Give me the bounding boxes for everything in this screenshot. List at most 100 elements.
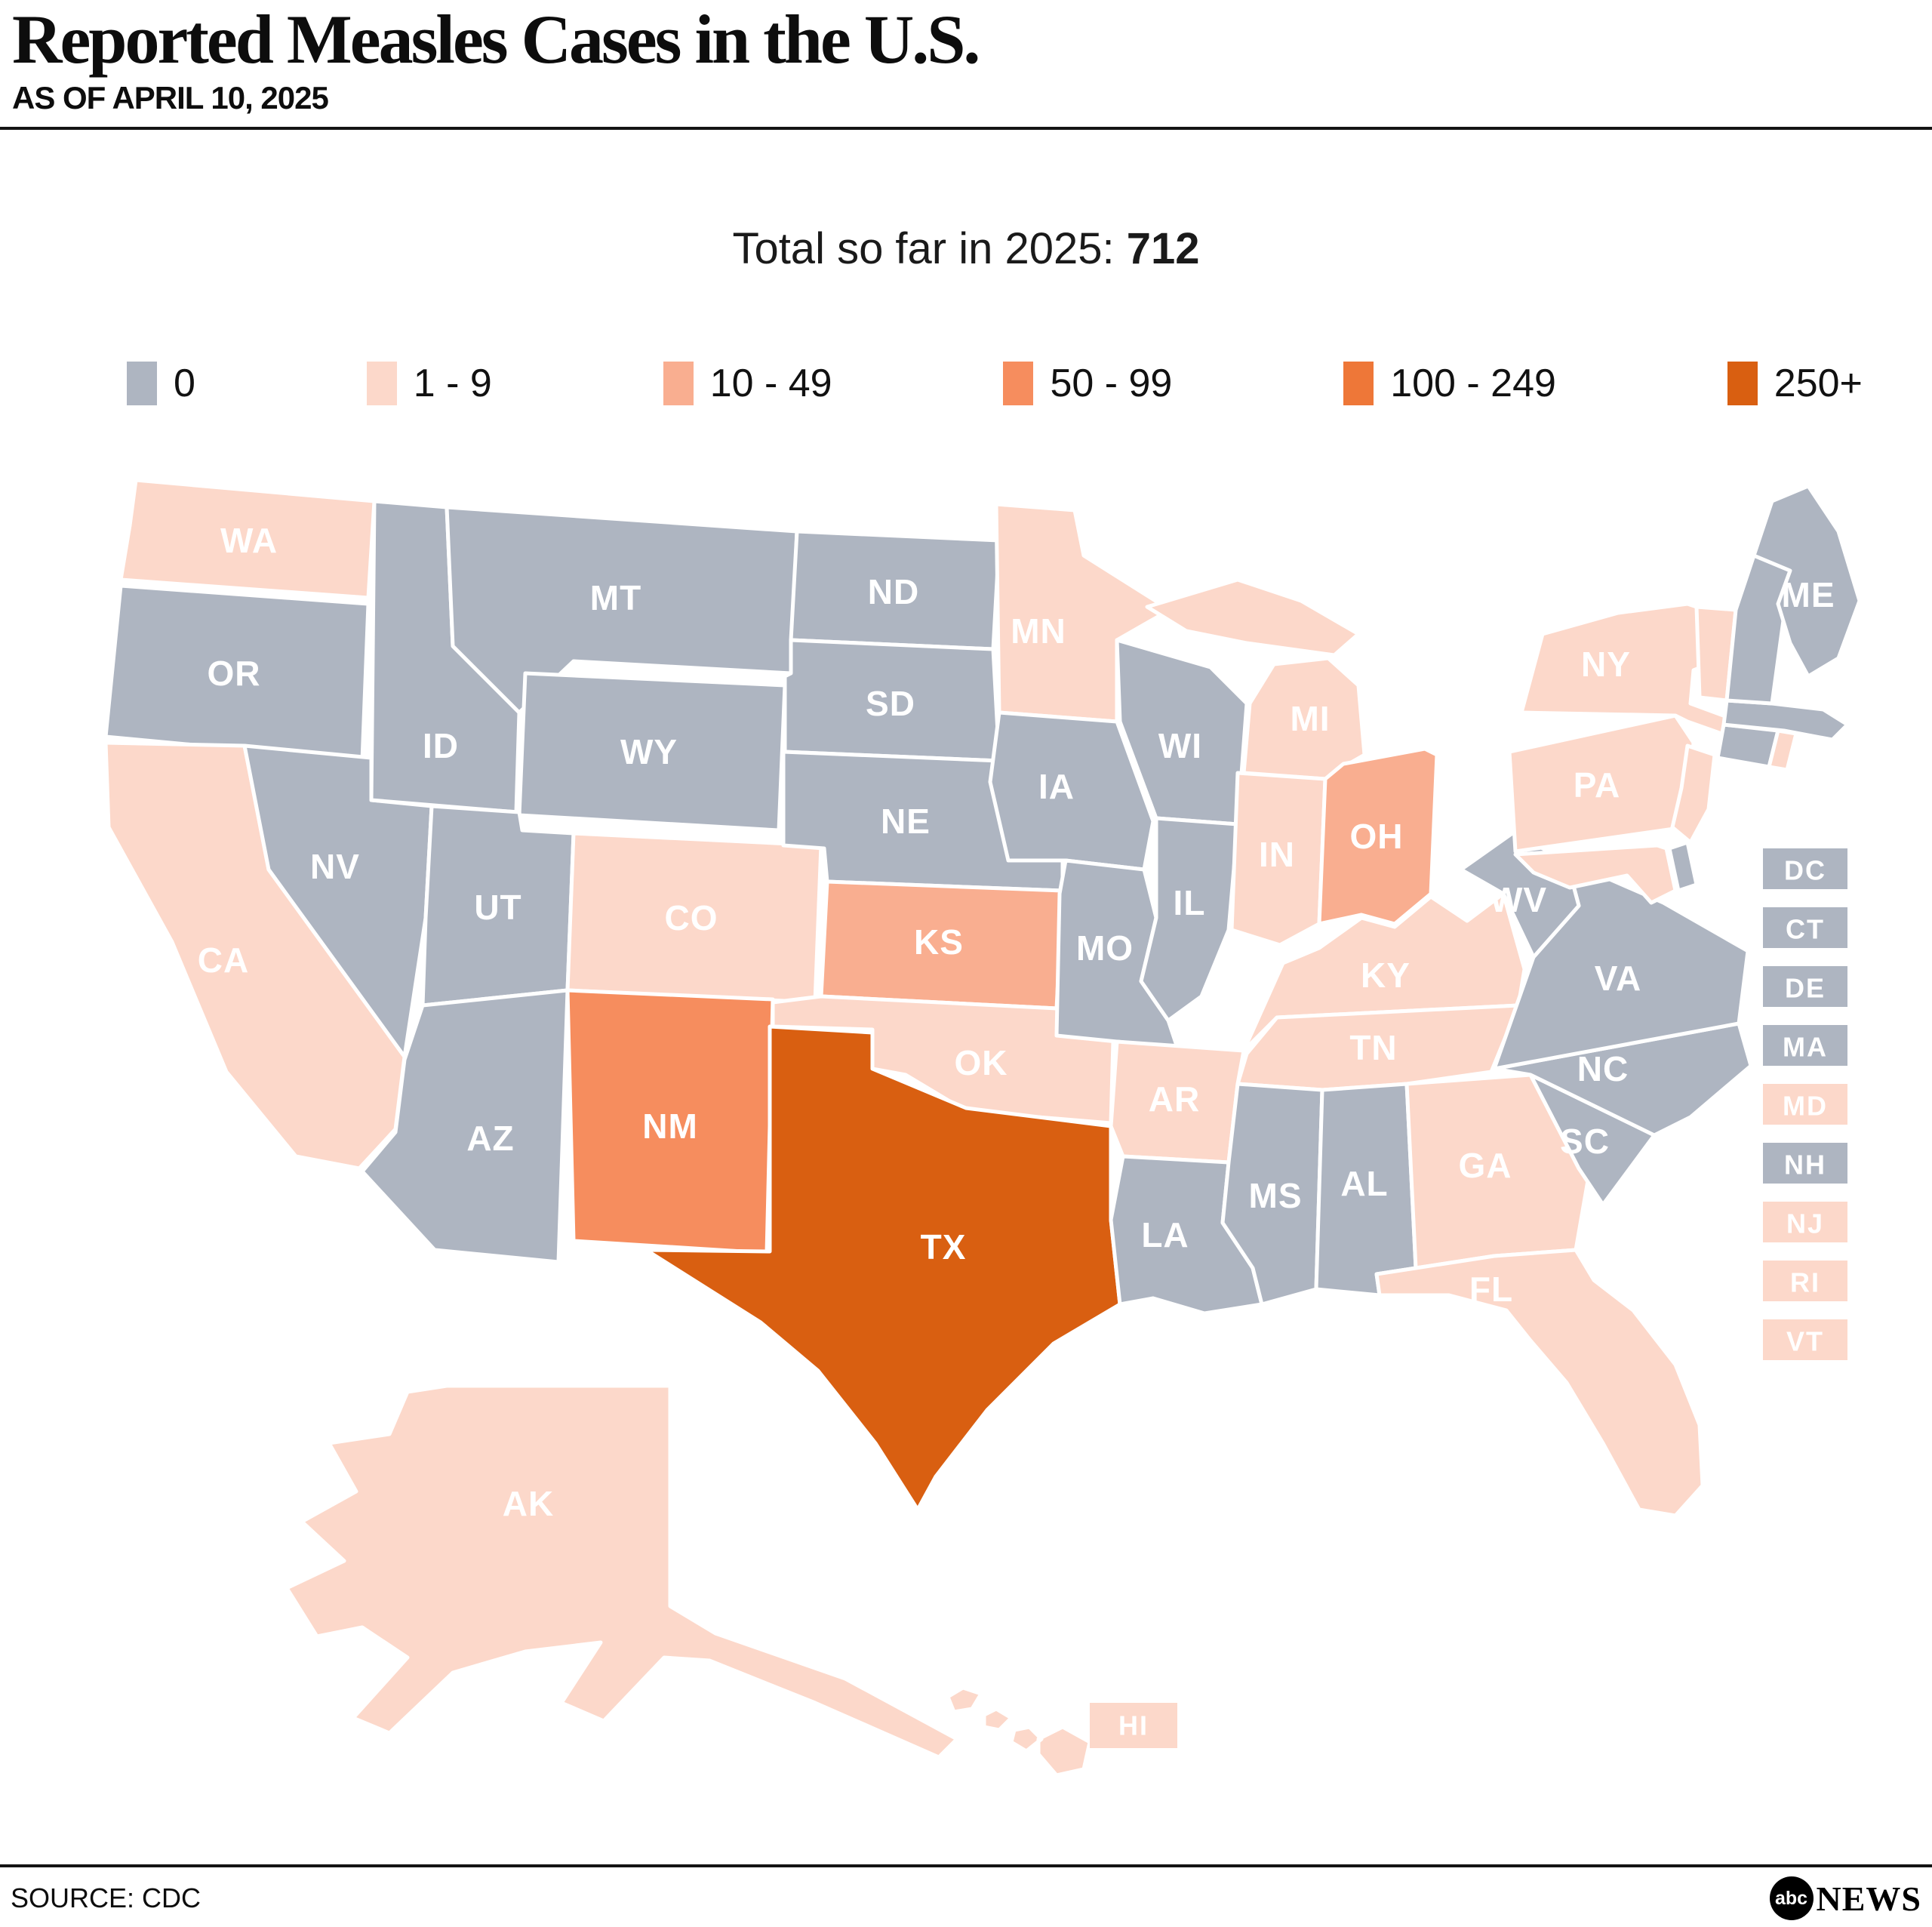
legend-swatch xyxy=(127,362,157,405)
footer: SOURCE: CDC abc NEWS xyxy=(0,1864,1932,1920)
small-state-tile-RI xyxy=(1763,1261,1847,1301)
state-label-NY: NY xyxy=(1581,645,1631,684)
state-label-NC: NC xyxy=(1577,1049,1629,1088)
state-label-WA: WA xyxy=(220,521,278,560)
state-shape-NH xyxy=(1724,553,1792,706)
legend-item-0: 0 xyxy=(127,361,195,406)
state-label-ME: ME xyxy=(1782,575,1835,614)
small-state-tile-MD xyxy=(1763,1084,1847,1125)
state-shape-TX xyxy=(644,1024,1122,1512)
state-label-SC: SC xyxy=(1560,1122,1610,1161)
page-title: Reported Measles Cases in the U.S. xyxy=(12,1,980,78)
header: Reported Measles Cases in the U.S. AS OF… xyxy=(0,0,1932,130)
legend-label: 50 - 99 xyxy=(1050,362,1173,405)
state-label-ID: ID xyxy=(423,726,459,765)
legend-item-10-49: 10 - 49 xyxy=(663,361,832,406)
state-label-FL: FL xyxy=(1469,1270,1513,1309)
state-shape-WY xyxy=(517,671,787,833)
legend-label: 0 xyxy=(174,362,195,405)
small-state-tile-label-CT: CT xyxy=(1786,914,1825,945)
small-state-tile-DE xyxy=(1763,966,1847,1007)
legend-swatch xyxy=(663,362,694,405)
state-label-OR: OR xyxy=(208,654,261,693)
small-state-tile-MA xyxy=(1763,1025,1847,1066)
legend-item-50-99: 50 - 99 xyxy=(1003,361,1172,406)
news-wordmark: NEWS xyxy=(1816,1879,1921,1918)
state-label-KY: KY xyxy=(1361,956,1411,995)
small-state-tile-label-MD: MD xyxy=(1783,1091,1828,1122)
state-label-AZ: AZ xyxy=(466,1119,514,1158)
state-label-NE: NE xyxy=(881,802,931,841)
state-tile-label-HI: HI xyxy=(1118,1710,1149,1741)
state-label-IA: IA xyxy=(1038,767,1075,806)
small-state-tile-VT xyxy=(1763,1319,1847,1360)
legend-label: 10 - 49 xyxy=(709,362,832,405)
small-state-tile-label-DE: DE xyxy=(1785,973,1826,1004)
state-label-IN: IN xyxy=(1259,835,1295,874)
state-shape-IN xyxy=(1229,771,1327,947)
state-label-CA: CA xyxy=(198,940,249,980)
legend-item-1-9: 1 - 9 xyxy=(366,361,492,406)
state-label-GA: GA xyxy=(1459,1146,1512,1185)
legend: 0 1 - 9 10 - 49 50 - 99 100 - 249 250+ xyxy=(127,361,1863,406)
small-state-tile-CT xyxy=(1763,907,1847,948)
state-shape-AK xyxy=(285,1384,959,1759)
state-label-SD: SD xyxy=(866,684,915,723)
state-label-TN: TN xyxy=(1349,1028,1397,1067)
state-label-AL: AL xyxy=(1340,1164,1388,1203)
abc-news-logo: abc NEWS xyxy=(1769,1876,1921,1920)
legend-label: 100 - 249 xyxy=(1390,362,1556,405)
state-label-KS: KS xyxy=(914,922,964,962)
small-state-tile-label-NJ: NJ xyxy=(1786,1208,1824,1239)
state-label-NM: NM xyxy=(642,1107,698,1146)
state-label-WY: WY xyxy=(620,732,678,771)
legend-label: 1 - 9 xyxy=(413,362,492,405)
state-label-ND: ND xyxy=(868,572,919,611)
state-label-MN: MN xyxy=(1011,611,1066,651)
source-credit: SOURCE: CDC xyxy=(11,1882,202,1913)
state-shape-MD xyxy=(1513,843,1678,905)
small-state-tile-DC xyxy=(1763,848,1847,889)
state-shape-MA xyxy=(1721,698,1850,742)
state-tile-HI xyxy=(1090,1703,1177,1748)
us-map-svg: WA OR CA NV ID MT WY UT CO AZ NM ND SD NE KS OK TX MN IA MO… xyxy=(103,478,1862,1778)
state-label-IL: IL xyxy=(1174,883,1206,922)
small-state-tile-label-DC: DC xyxy=(1784,855,1826,886)
legend-item-250+: 250+ xyxy=(1727,361,1863,406)
small-state-tile-NJ xyxy=(1763,1202,1847,1242)
state-label-WV: WV xyxy=(1490,880,1547,919)
legend-swatch xyxy=(1003,362,1034,405)
state-shape-OH xyxy=(1317,746,1439,926)
state-label-MS: MS xyxy=(1249,1176,1303,1215)
small-state-tile-NH xyxy=(1763,1143,1847,1184)
state-label-MI: MI xyxy=(1290,699,1330,738)
state-label-TX: TX xyxy=(921,1227,967,1267)
total-value: 712 xyxy=(1126,224,1200,273)
small-state-tile-label-RI: RI xyxy=(1790,1267,1820,1298)
state-label-VA: VA xyxy=(1595,959,1642,998)
page-subtitle: AS OF APRIL 10, 2025 xyxy=(12,80,329,115)
state-shape-DE xyxy=(1667,840,1699,893)
state-label-PA: PA xyxy=(1574,765,1621,805)
legend-swatch xyxy=(1343,362,1374,405)
state-label-WI: WI xyxy=(1158,726,1202,765)
state-label-OK: OK xyxy=(955,1043,1008,1082)
abc-circle-icon: abc xyxy=(1769,1876,1814,1920)
legend-item-100-249: 100 - 249 xyxy=(1343,361,1556,406)
small-state-tile-label-NH: NH xyxy=(1784,1150,1826,1181)
state-shape-HI xyxy=(946,1685,1092,1778)
us-choropleth-map: WA OR CA NV ID MT WY UT CO AZ NM ND SD NE KS OK TX MN IA MO… xyxy=(0,462,1932,1821)
state-shape-AZ xyxy=(360,988,570,1264)
legend-swatch xyxy=(1727,362,1758,405)
state-label-CO: CO xyxy=(665,898,718,937)
state-label-MO: MO xyxy=(1076,928,1134,968)
state-shape-WA xyxy=(118,478,377,600)
state-label-UT: UT xyxy=(474,888,521,927)
state-shape-NY xyxy=(1519,602,1750,742)
small-state-tile-label-VT: VT xyxy=(1786,1326,1824,1357)
state-label-AR: AR xyxy=(1149,1079,1200,1119)
state-shape-NJ xyxy=(1670,743,1717,845)
legend-label: 250+ xyxy=(1774,362,1863,405)
total-label: Total so far in 2025: xyxy=(732,224,1115,273)
state-shape-ME xyxy=(1752,484,1862,679)
